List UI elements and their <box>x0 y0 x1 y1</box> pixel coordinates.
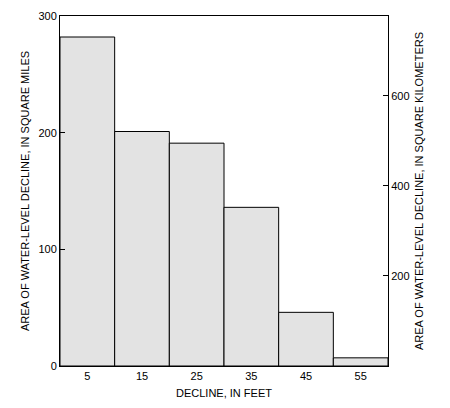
svg-text:45: 45 <box>300 370 312 382</box>
svg-text:35: 35 <box>245 370 257 382</box>
svg-text:15: 15 <box>136 370 148 382</box>
svg-text:AREA OF WATER-LEVEL DECLINE, I: AREA OF WATER-LEVEL DECLINE, IN SQUARE M… <box>19 51 31 331</box>
svg-text:200: 200 <box>391 270 409 282</box>
svg-text:DECLINE, IN FEET: DECLINE, IN FEET <box>176 387 272 399</box>
svg-text:300: 300 <box>38 10 56 22</box>
svg-text:400: 400 <box>391 180 409 192</box>
svg-text:25: 25 <box>191 370 203 382</box>
svg-text:600: 600 <box>391 90 409 102</box>
svg-text:100: 100 <box>38 243 56 255</box>
svg-text:AREA OF WATER-LEVEL DECLINE, I: AREA OF WATER-LEVEL DECLINE, IN SQUARE K… <box>413 32 425 350</box>
svg-text:200: 200 <box>38 127 56 139</box>
svg-text:5: 5 <box>84 370 90 382</box>
svg-text:0: 0 <box>51 360 57 372</box>
svg-text:55: 55 <box>355 370 367 382</box>
